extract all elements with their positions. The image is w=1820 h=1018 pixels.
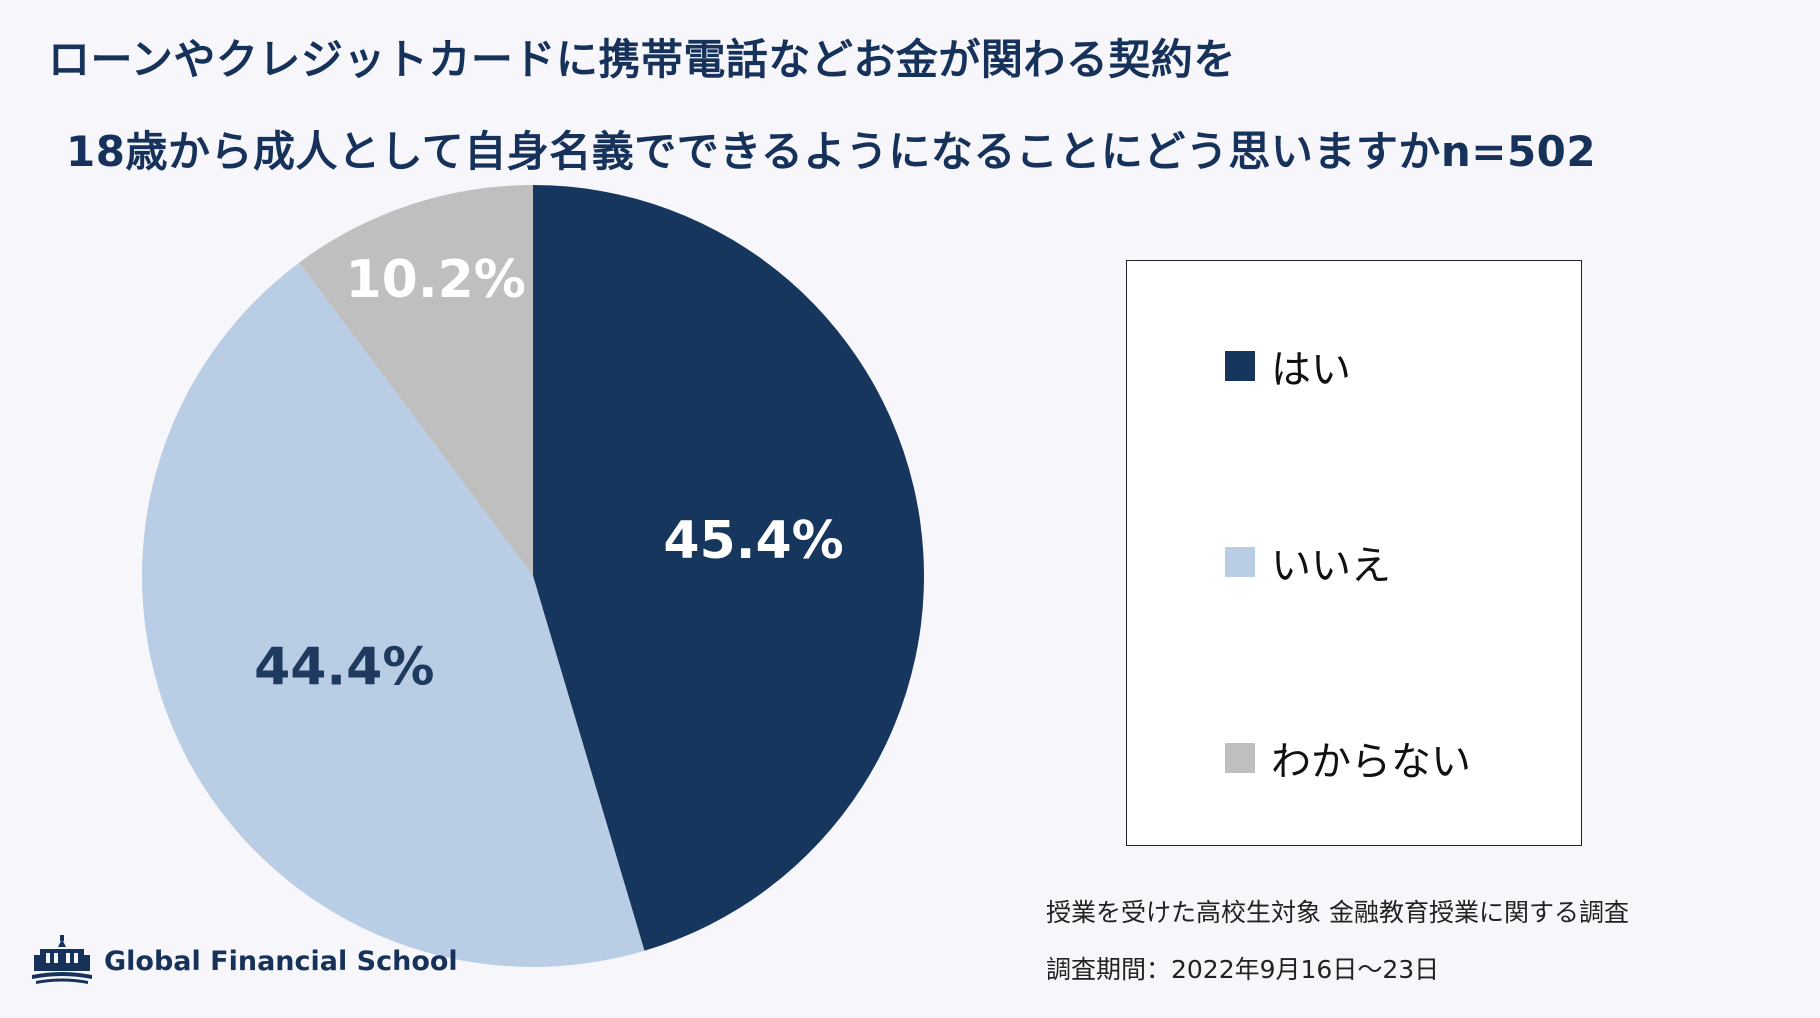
chart-title-line-2: 18歳から成人として自身名義でできるようになることにどう思いますかn=502: [66, 127, 1597, 176]
pie-label-yes: 45.4%: [663, 511, 843, 571]
pie-slice-unknown: [299, 185, 533, 576]
pie-slice-no: [142, 262, 645, 968]
legend-item-no: いいえ: [1225, 533, 1391, 591]
chart-title-line-1: ローンやクレジットカードに携帯電話などお金が関わる契約を: [48, 35, 1236, 84]
legend: はい いいえ わからない: [1126, 260, 1582, 846]
legend-swatch-no: [1225, 547, 1255, 577]
survey-period: 調査期間：2022年9月16日～23日: [1046, 955, 1440, 984]
pie-label-unknown: 10.2%: [346, 250, 526, 310]
legend-swatch-unknown: [1225, 743, 1255, 773]
legend-swatch-yes: [1225, 351, 1255, 381]
legend-label-unknown: わからない: [1271, 739, 1471, 785]
legend-label-yes: はい: [1271, 347, 1351, 393]
legend-label-no: いいえ: [1271, 543, 1391, 589]
school-building-icon: [32, 935, 92, 984]
survey-note: 授業を受けた高校生対象 金融教育授業に関する調査: [1046, 898, 1629, 927]
pie-label-no: 44.4%: [254, 638, 434, 698]
legend-item-yes: はい: [1225, 337, 1351, 395]
legend-item-unknown: わからない: [1225, 729, 1471, 787]
logo-text: Global Financial School: [104, 945, 458, 977]
pie-slice-yes: [533, 185, 925, 951]
logo: Global Financial School: [30, 935, 458, 987]
